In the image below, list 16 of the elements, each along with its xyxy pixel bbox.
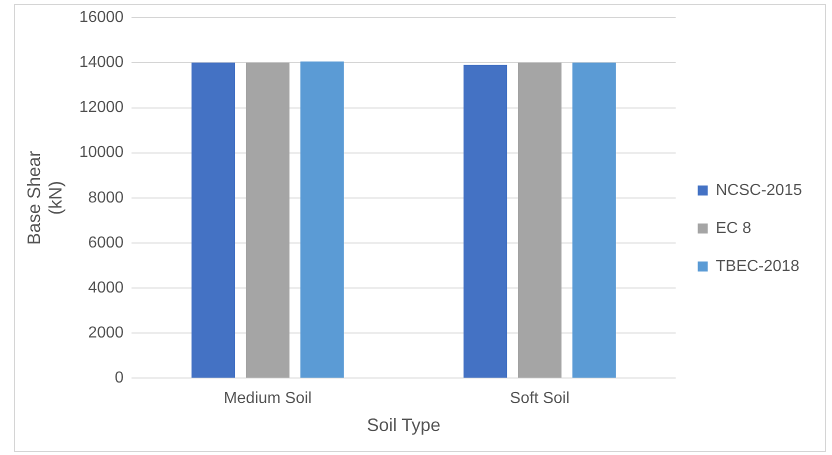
x-tick-label: Soft Soil (510, 390, 570, 408)
legend-label: TBEC-2018 (716, 258, 800, 275)
y-tick-label: 2000 (88, 324, 124, 342)
x-axis-title: Soil Type (366, 415, 441, 436)
y-tick-label: 8000 (88, 189, 124, 206)
x-tick-label: Medium Soil (224, 390, 312, 408)
y-tick-label: 4000 (88, 279, 124, 296)
y-tick-label: 10000 (79, 144, 124, 162)
y-tick-label: 16000 (79, 9, 124, 26)
y-tick-label: 12000 (79, 99, 124, 116)
y-axis-title: Base Shear (kN) (24, 150, 66, 245)
y-tick-label: 14000 (79, 54, 124, 72)
y-tick-label: 0 (114, 370, 124, 387)
legend-label: NCSC-2015 (716, 182, 802, 199)
legend-label: EC 8 (716, 220, 752, 237)
y-tick-label: 6000 (88, 234, 124, 252)
